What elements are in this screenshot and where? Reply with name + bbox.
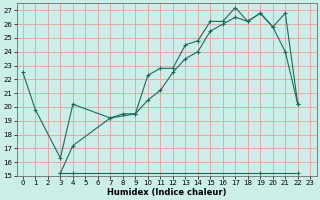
X-axis label: Humidex (Indice chaleur): Humidex (Indice chaleur) bbox=[107, 188, 226, 197]
